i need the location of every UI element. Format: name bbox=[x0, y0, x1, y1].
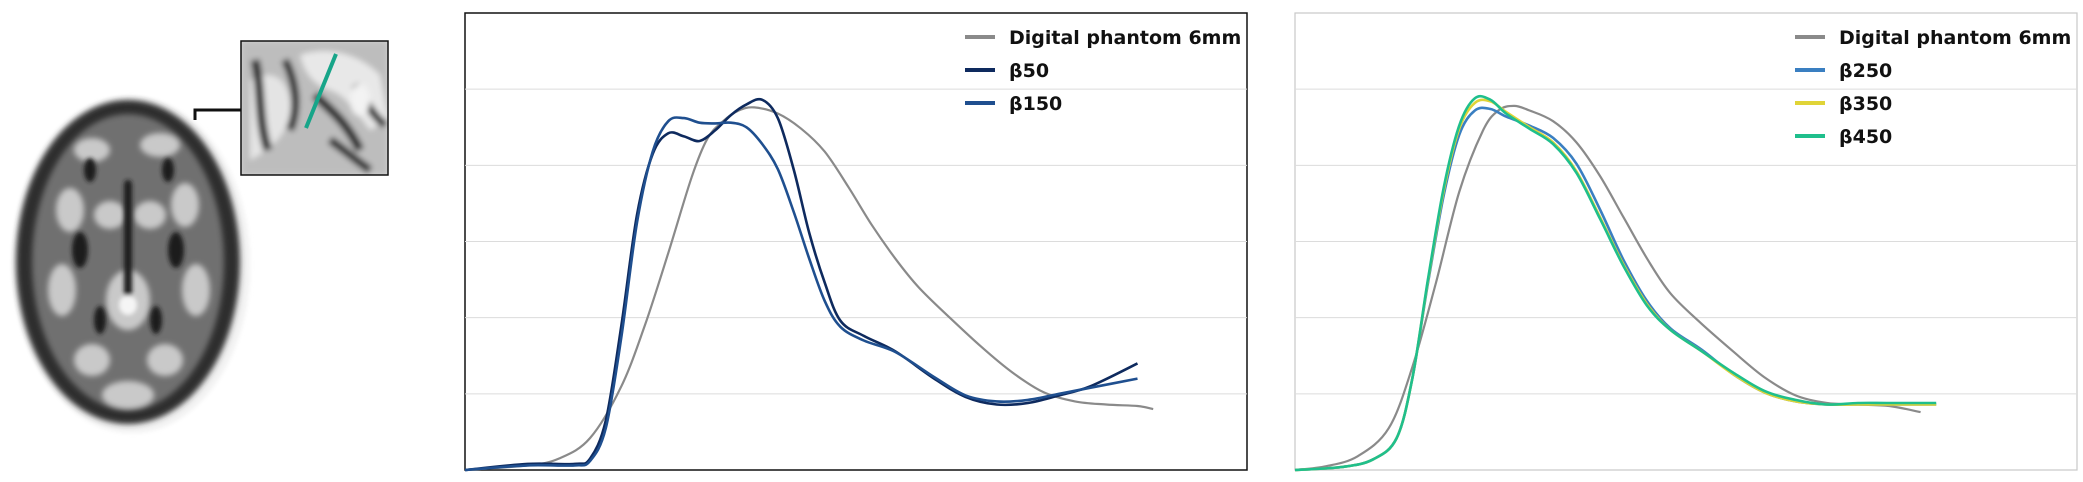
chart-right-legend-label-0: Digital phantom 6mm bbox=[1839, 27, 2071, 49]
chart-left-legend-label-0: Digital phantom 6mm bbox=[1009, 27, 1241, 49]
zoom-inset-image bbox=[240, 40, 389, 176]
chart-left-legend: Digital phantom 6mm β50 β150 bbox=[965, 27, 1241, 115]
chart-right-series-line-3 bbox=[1294, 94, 1937, 472]
chart-right-legend-label-3: β450 bbox=[1839, 126, 1892, 148]
chart-right-series-line-0 bbox=[1294, 104, 1921, 472]
chart-left: Digital phantom 6mm β50 β150 bbox=[464, 12, 1248, 472]
chart-right-legend-label-1: β250 bbox=[1839, 60, 1892, 82]
profile-line bbox=[304, 53, 338, 129]
chart-right-legend-label-2: β350 bbox=[1839, 93, 1892, 115]
chart-right-series bbox=[1294, 94, 1937, 472]
chart-left-gridlines bbox=[465, 88, 1247, 395]
chart-left-series bbox=[464, 97, 1154, 472]
chart-left-legend-label-1: β50 bbox=[1009, 60, 1049, 82]
chart-left-legend-label-2: β150 bbox=[1009, 93, 1062, 115]
chart-right-gridlines bbox=[1295, 88, 2077, 395]
chart-left-series-line-2 bbox=[464, 116, 1138, 472]
brain-slice-image bbox=[14, 97, 250, 433]
chart-left-series-line-0 bbox=[464, 106, 1154, 472]
chart-left-series-line-1 bbox=[464, 97, 1139, 472]
chart-right-legend: Digital phantom 6mm β250 β350 β450 bbox=[1795, 27, 2071, 148]
inset-connector-line bbox=[193, 108, 241, 120]
chart-right: Digital phantom 6mm β250 β350 β450 bbox=[1294, 12, 2078, 472]
